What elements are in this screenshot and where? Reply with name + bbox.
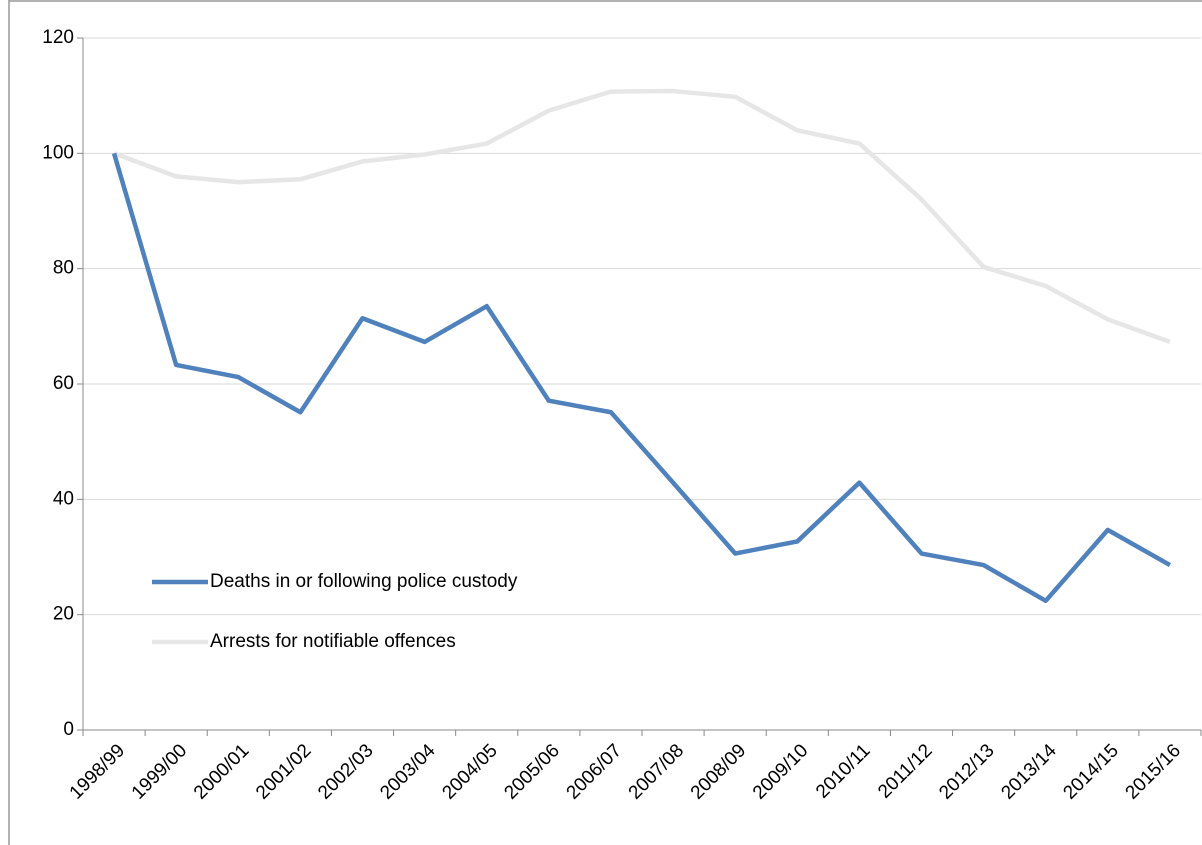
series-line bbox=[113, 88, 1171, 345]
y-tick-label: 100 bbox=[42, 142, 74, 163]
x-tick-label: 2001/02 bbox=[252, 740, 315, 803]
x-tick-label: 1999/00 bbox=[128, 740, 191, 803]
x-tick-label: 2011/12 bbox=[874, 740, 936, 802]
y-tick-label: 0 bbox=[63, 719, 74, 740]
legend-label: Arrests for notifiable offences bbox=[210, 631, 456, 652]
y-tick-label: 80 bbox=[53, 258, 74, 279]
y-tick-label: 120 bbox=[42, 27, 74, 48]
x-tick-label: 2015/16 bbox=[1122, 740, 1185, 803]
x-tick-label: 2010/11 bbox=[812, 740, 874, 802]
y-tick-label: 60 bbox=[53, 373, 74, 394]
x-tick-label: 2000/01 bbox=[190, 740, 253, 803]
legend-label: Deaths in or following police custody bbox=[210, 571, 518, 592]
x-tick-label: 2003/04 bbox=[376, 740, 440, 804]
x-tick-label: 2014/15 bbox=[1059, 740, 1122, 803]
series-line bbox=[111, 152, 1172, 604]
x-tick-label: 2004/05 bbox=[438, 740, 501, 803]
x-tick-label: 2002/03 bbox=[314, 740, 377, 803]
x-tick-label: 2005/06 bbox=[500, 740, 563, 803]
x-tick-label: 2013/14 bbox=[997, 740, 1061, 804]
x-tick-label: 2006/07 bbox=[563, 740, 626, 803]
x-tick-label: 1998/99 bbox=[66, 740, 129, 803]
y-tick-label: 40 bbox=[53, 488, 74, 509]
x-tick-label: 2008/09 bbox=[687, 740, 750, 803]
x-tick-label: 2007/08 bbox=[625, 740, 688, 803]
x-tick-label: 2009/10 bbox=[749, 740, 812, 803]
y-tick-label: 20 bbox=[53, 604, 74, 625]
x-tick-label: 2012/13 bbox=[935, 740, 998, 803]
